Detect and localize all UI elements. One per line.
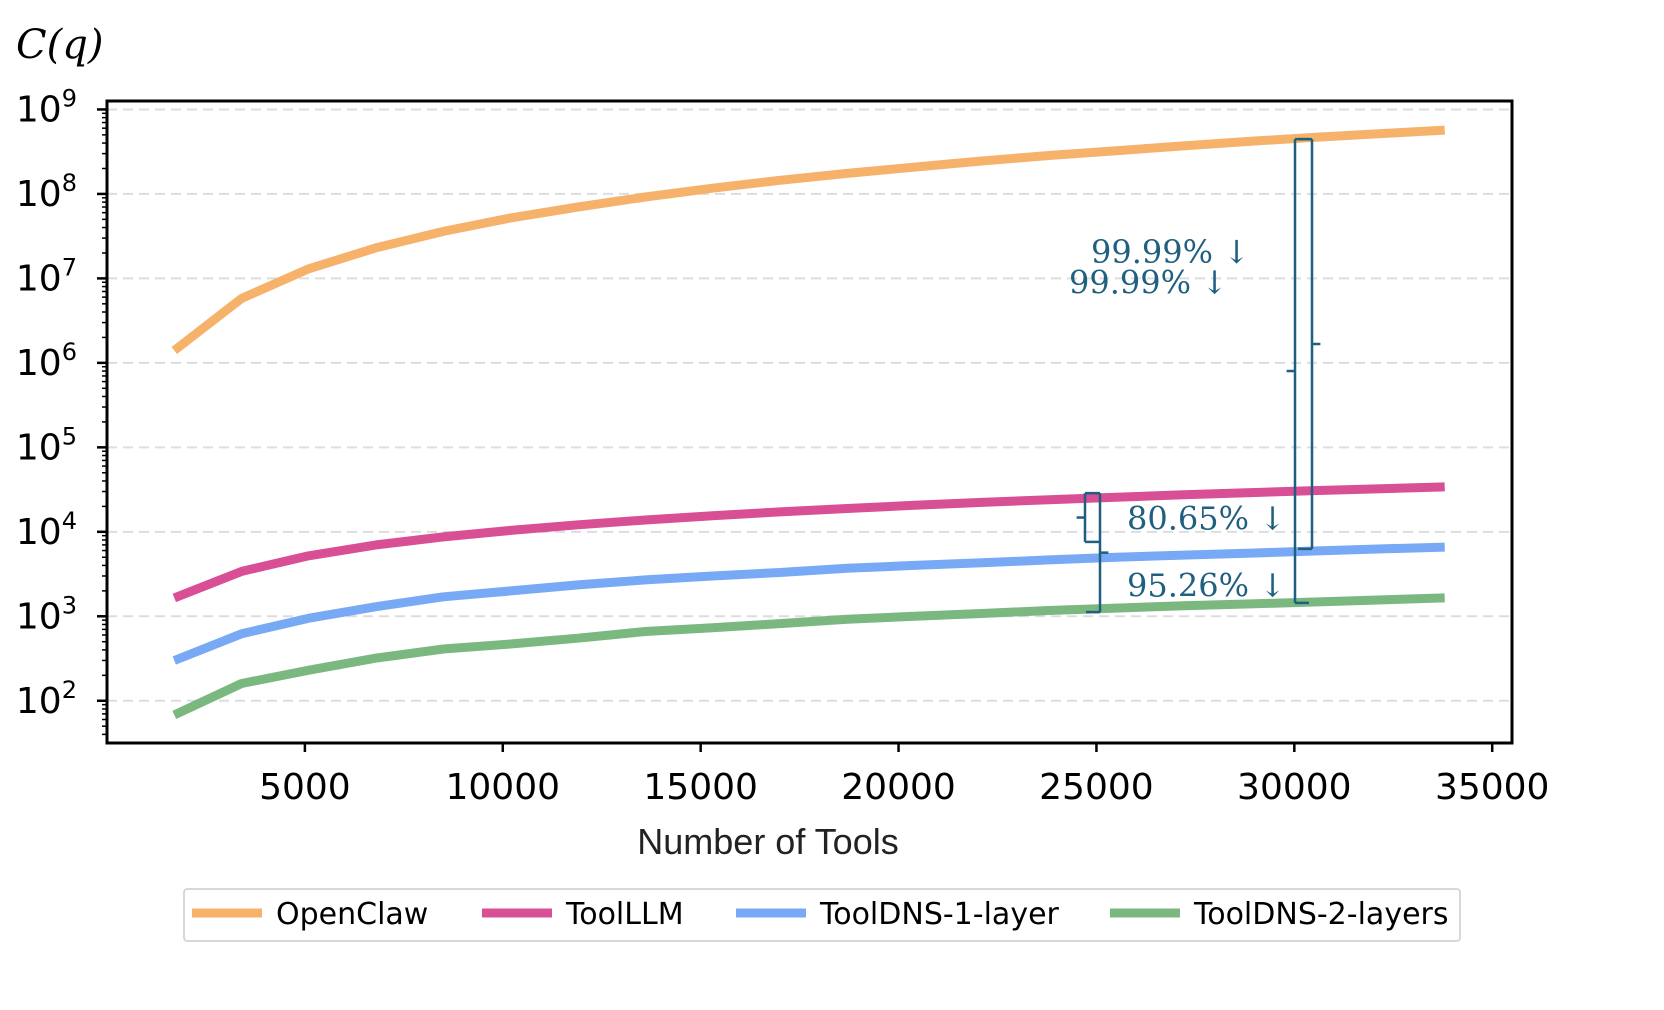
plot-frame — [105, 99, 1514, 745]
legend: OpenClaw ToolLLM ToolDNS-1-layer ToolDNS-2-… — [183, 888, 1461, 942]
x-tick-label: 20000 — [841, 767, 956, 808]
y-tick-label: 106 — [16, 338, 77, 384]
y-tick-label: 103 — [16, 591, 77, 637]
annotation-label-toolllm-vs-1layer: 80.65% ↓ — [1127, 500, 1286, 538]
annotation-label-openclaw-vs-2layers: 99.99% ↓ — [1069, 264, 1228, 302]
series-line-toolllm — [172, 482, 1445, 603]
y-tick-label: 109 — [16, 84, 77, 130]
series-line-tooldns-1-layer — [172, 542, 1445, 665]
legend-label-tooldns-2-layers: ToolDNS-2-layers — [1193, 897, 1449, 932]
y-tick-label: 102 — [16, 676, 77, 722]
series-line-tooldns-2-layers — [172, 593, 1445, 719]
legend-box — [183, 888, 1461, 942]
y-tick-label: 105 — [16, 422, 77, 468]
x-tick-label: 35000 — [1435, 767, 1550, 808]
y-ticks: 102 103 104 105 106 107 108 109 — [16, 84, 107, 736]
y-tick-label: 108 — [16, 169, 77, 215]
y-axis-label: C(q) — [16, 22, 103, 68]
legend-label-toolllm: ToolLLM — [565, 897, 684, 932]
legend-label-openclaw: OpenClaw — [276, 897, 428, 932]
y-tick-label: 107 — [16, 253, 77, 299]
x-axis-label: Number of Tools — [637, 821, 898, 862]
x-tick-label: 25000 — [1039, 767, 1154, 808]
x-tick-label: 15000 — [643, 767, 758, 808]
grid-lines — [107, 108, 1512, 702]
y-tick-label: 104 — [16, 507, 77, 553]
series-line-openclaw — [171, 125, 1445, 355]
x-tick-label: 5000 — [259, 767, 351, 808]
annotations: 99.99% ↓99.99% ↓ 80.65% ↓ 95.26% ↓ — [1069, 137, 1321, 614]
x-tick-label: 10000 — [446, 767, 561, 808]
x-ticks: 5000 10000 15000 20000 25000 30000 35000 — [259, 743, 1549, 808]
annotation-label-toolllm-vs-2layers: 95.26% ↓ — [1127, 567, 1286, 605]
annotation-label-openclaw-vs-1layer: 99.99% ↓ — [1091, 233, 1250, 271]
x-tick-label: 30000 — [1237, 767, 1352, 808]
series-lines — [171, 125, 1445, 719]
legend-label-tooldns-1-layer: ToolDNS-1-layer — [819, 897, 1060, 932]
